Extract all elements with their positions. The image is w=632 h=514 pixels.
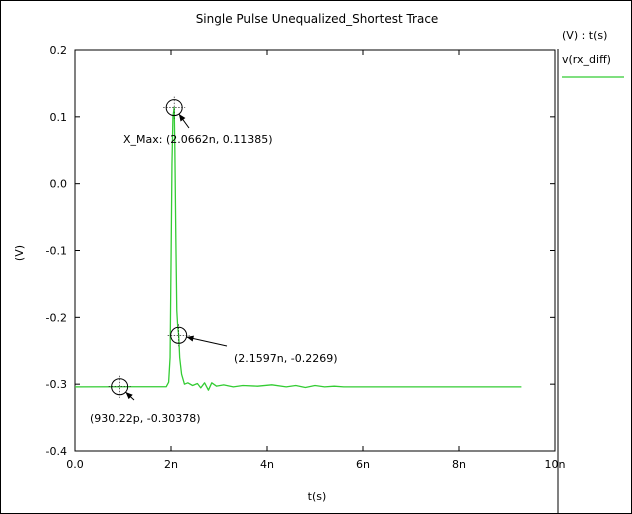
plot-area bbox=[74, 49, 556, 452]
x-tick-label: 2n bbox=[164, 458, 178, 471]
x-tick-label: 0.0 bbox=[66, 458, 84, 471]
y-tick-label: -0.4 bbox=[46, 445, 67, 458]
y-tick-label: -0.1 bbox=[46, 245, 67, 258]
y-axis: 0.2 0.1 0.0 -0.1 -0.2 -0.3 -0.4 bbox=[46, 44, 555, 458]
annotation-label: (930.22p, -0.30378) bbox=[90, 412, 201, 425]
y-tick-label: 0.1 bbox=[50, 111, 68, 124]
annotation-label: X_Max: (2.0662n, 0.11385) bbox=[123, 133, 273, 146]
y-tick-label: -0.2 bbox=[46, 311, 67, 324]
annotation-arrowhead bbox=[178, 114, 186, 122]
y-tick-label: -0.3 bbox=[46, 378, 67, 391]
x-tick-label: 6n bbox=[356, 458, 370, 471]
annotation-label: (2.1597n, -0.2269) bbox=[234, 352, 338, 365]
y-tick-label: 0.0 bbox=[50, 178, 68, 191]
series-layer bbox=[74, 106, 522, 391]
x-tick-label: 10n bbox=[545, 458, 566, 471]
legend-entries: v(rx_diff) bbox=[562, 53, 624, 78]
annotation-arrowhead bbox=[186, 335, 194, 342]
annotation-layer: X_Max: (2.0662n, 0.11385) (2.1597n, -0.22… bbox=[90, 96, 338, 425]
x-axis-label: t(s) bbox=[308, 490, 327, 503]
x-tick-label: 4n bbox=[260, 458, 274, 471]
x-axis: 0.0 2n 4n 6n 8n 10n bbox=[66, 50, 566, 471]
legend-header: (V) : t(s) bbox=[562, 29, 607, 42]
y-axis-label: (V) bbox=[13, 245, 26, 261]
annotation-arrowhead bbox=[125, 392, 133, 400]
y-tick-label: 0.2 bbox=[50, 44, 68, 57]
x-tick-label: 8n bbox=[452, 458, 466, 471]
legend[interactable]: (V) : t(s) v(rx_diff) bbox=[557, 29, 624, 513]
chart-title: Single Pulse Unequalized_Shortest Trace bbox=[196, 12, 439, 26]
series-line-v-rx-diff- bbox=[74, 106, 522, 391]
legend-entry-label: v(rx_diff) bbox=[562, 53, 611, 66]
